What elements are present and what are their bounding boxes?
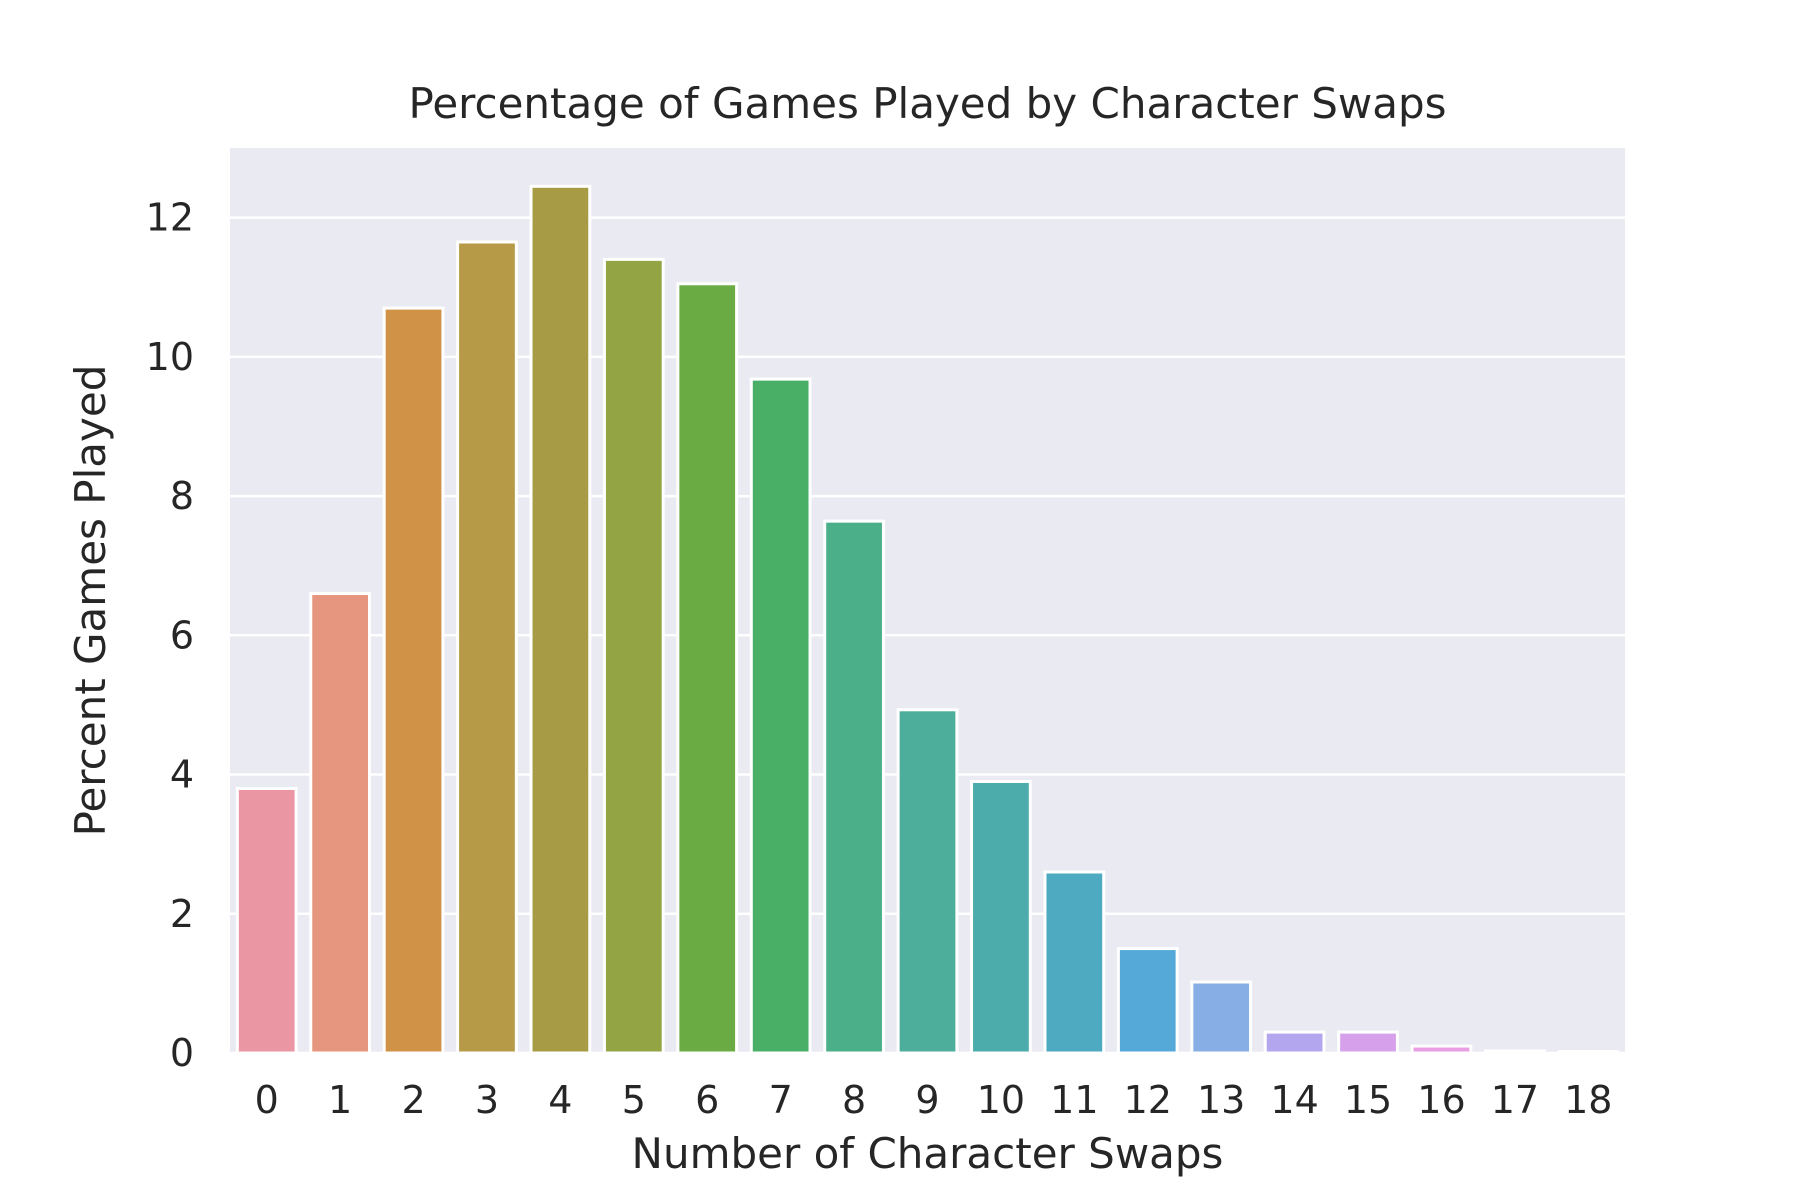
bar-13 [1190,980,1253,1055]
y-tick-label: 8 [170,474,194,518]
bar-16 [1410,1044,1473,1055]
bar-9 [896,708,959,1055]
x-tick-label: 3 [475,1078,499,1122]
x-tick-label: 10 [977,1078,1025,1122]
bar-3 [456,240,518,1055]
x-tick-label: 6 [695,1078,719,1122]
x-tick-label: 17 [1491,1078,1539,1122]
y-tick-label: 0 [170,1031,194,1075]
x-tick-label: 4 [548,1078,572,1122]
bar-0 [235,786,298,1055]
bar-7 [749,377,812,1055]
x-tick-label: 1 [328,1078,352,1122]
bars [235,184,1620,1055]
x-tick-label: 18 [1564,1078,1612,1122]
y-tick-label: 12 [146,196,194,240]
x-tick-label: 7 [769,1078,793,1122]
x-tick-label: 13 [1197,1078,1245,1122]
x-tick-label: 16 [1417,1078,1465,1122]
bar-18 [1557,1050,1620,1055]
bar-1 [309,592,371,1055]
bar-15 [1337,1030,1399,1055]
bar-8 [823,519,885,1055]
x-tick-label: 0 [255,1078,279,1122]
x-tick-label: 9 [915,1078,939,1122]
x-tick-labels: 0 1 2 3 4 5 6 7 8 9 10 11 12 13 14 15 16 17 18 [255,1078,1613,1122]
x-tick-label: 14 [1270,1078,1318,1122]
x-tick-label: 15 [1344,1078,1392,1122]
x-tick-label: 5 [622,1078,646,1122]
x-tick-label: 2 [401,1078,425,1122]
y-tick-label: 4 [170,753,194,797]
bar-14 [1263,1030,1326,1055]
bar-10 [970,780,1032,1055]
bar-5 [602,257,665,1055]
y-tick-label: 2 [170,892,194,936]
bar-6 [676,282,739,1055]
chart-title: Percentage of Games Played by Character … [408,79,1446,128]
bar-11 [1043,870,1106,1055]
y-axis-title: Percent Games Played [66,365,115,837]
bar-12 [1116,947,1179,1055]
y-tick-label: 10 [146,335,194,379]
y-tick-label: 6 [170,613,194,657]
bar-4 [529,184,592,1055]
bar-17 [1484,1049,1546,1055]
x-axis-title: Number of Character Swaps [632,1129,1224,1178]
y-tick-labels: 0 2 4 6 8 10 12 [146,196,194,1075]
x-tick-label: 11 [1050,1078,1098,1122]
x-tick-label: 8 [842,1078,866,1122]
x-tick-label: 12 [1124,1078,1172,1122]
bar-2 [382,306,445,1055]
